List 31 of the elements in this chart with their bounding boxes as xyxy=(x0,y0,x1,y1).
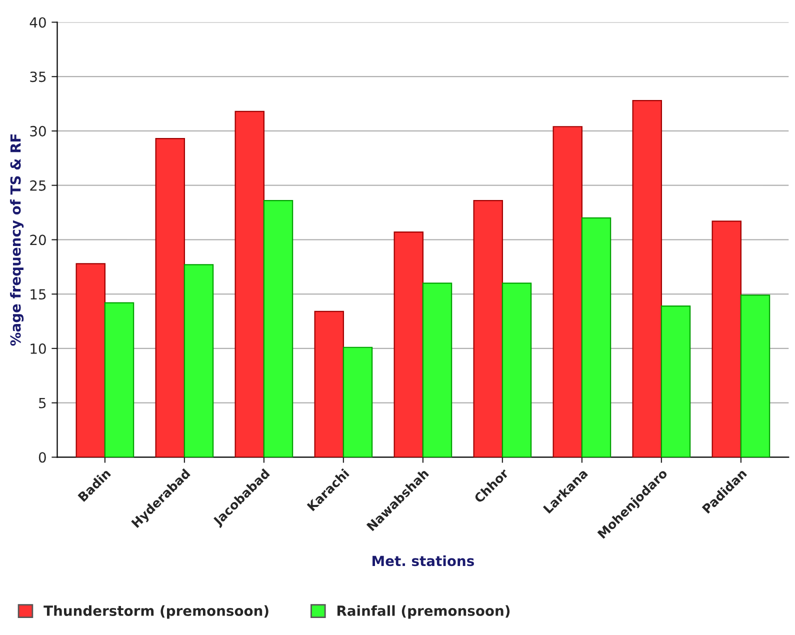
y-tick-label: 25 xyxy=(30,180,46,191)
bar xyxy=(502,282,532,458)
bar xyxy=(76,263,106,458)
bar xyxy=(660,305,691,458)
y-tick-label: 40 xyxy=(30,17,46,28)
y-tick-label: 15 xyxy=(30,289,46,300)
y-tick-label: 10 xyxy=(30,343,46,354)
bar xyxy=(155,138,185,458)
bar xyxy=(234,110,264,458)
y-tick-label: 5 xyxy=(39,398,46,408)
y-axis-title: %age frequency of TS & RF xyxy=(10,134,24,346)
bar xyxy=(552,126,582,458)
bar xyxy=(184,264,214,458)
bar xyxy=(394,232,424,458)
legend-label: Thunderstorm (premonsoon) xyxy=(44,605,268,619)
legend-label: Rainfall (premonsoon) xyxy=(337,605,510,619)
x-axis-title: Met. stations xyxy=(372,555,474,566)
y-tick-label: 20 xyxy=(30,234,46,246)
bar xyxy=(104,302,134,458)
bar xyxy=(632,100,662,458)
bar xyxy=(263,200,294,458)
bar xyxy=(422,282,452,458)
bar xyxy=(473,200,503,458)
bar xyxy=(314,310,344,458)
y-tick-label: 0 xyxy=(38,452,46,463)
bar xyxy=(712,220,742,458)
y-tick-label: 35 xyxy=(30,72,46,82)
bar xyxy=(581,217,612,458)
y-tick-label: 30 xyxy=(30,126,46,136)
bar xyxy=(740,294,770,458)
bar xyxy=(342,346,373,458)
